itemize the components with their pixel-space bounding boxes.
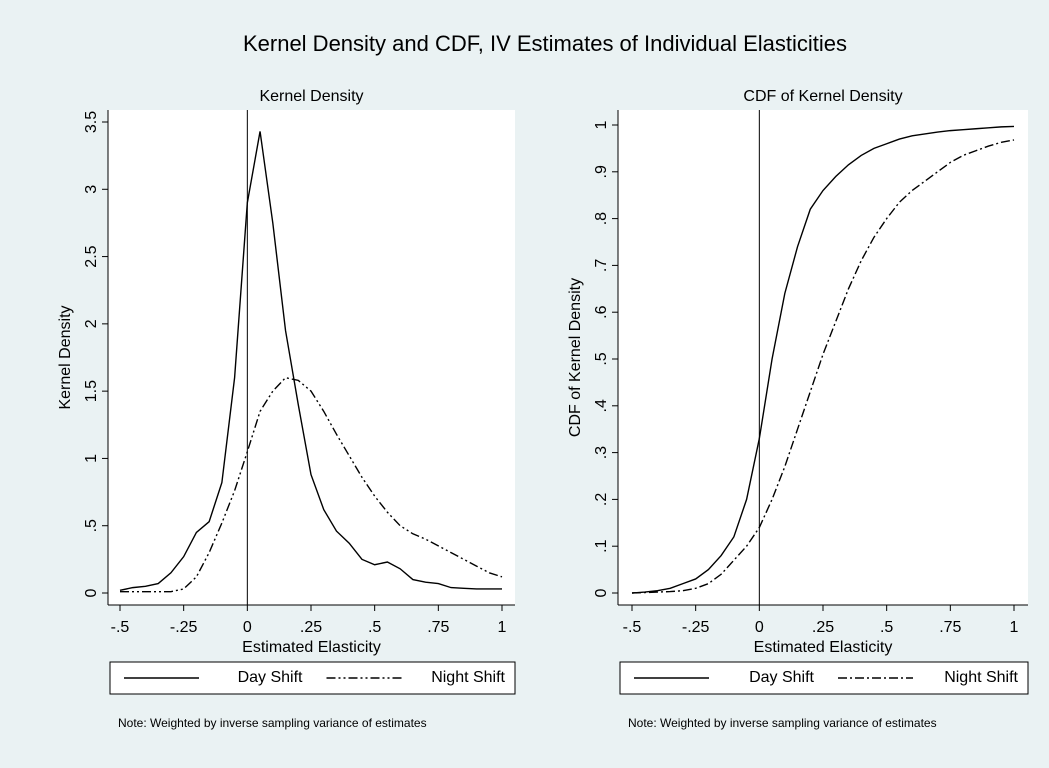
y-tick-label: 2 xyxy=(83,319,100,328)
series-line xyxy=(120,376,503,593)
main-title: Kernel Density and CDF, IV Estimates of … xyxy=(243,31,847,56)
x-tick-label: .25 xyxy=(812,619,834,636)
note: Note: Weighted by inverse sampling varia… xyxy=(628,716,937,730)
y-tick-label: .5 xyxy=(83,519,100,532)
y-tick-label: 3 xyxy=(83,185,100,194)
x-tick-label: 1 xyxy=(498,619,507,636)
panel-title: CDF of Kernel Density xyxy=(743,88,902,105)
y-tick-label: 1 xyxy=(593,120,610,129)
y-tick-label: 1 xyxy=(83,454,100,463)
note: Note: Weighted by inverse sampling varia… xyxy=(118,716,427,730)
plot-area xyxy=(108,110,515,605)
legend-label: Night Shift xyxy=(431,669,505,686)
x-tick-label: .5 xyxy=(368,619,381,636)
x-tick-label: -.25 xyxy=(682,619,710,636)
y-tick-label: 1.5 xyxy=(83,380,100,402)
y-axis-title: CDF of Kernel Density xyxy=(567,278,584,437)
y-tick-label: .8 xyxy=(593,212,610,225)
y-tick-label: 3.5 xyxy=(83,111,100,133)
x-tick-label: -.25 xyxy=(170,619,198,636)
series-line xyxy=(631,125,1015,594)
y-tick-label: 0 xyxy=(83,588,100,597)
y-tick-label: .4 xyxy=(593,399,610,412)
x-tick-label: 0 xyxy=(755,619,764,636)
x-tick-label: .75 xyxy=(939,619,961,636)
legend-label: Day Shift xyxy=(238,669,303,686)
x-tick-label: .5 xyxy=(880,619,893,636)
y-tick-label: .9 xyxy=(593,165,610,178)
series-line xyxy=(119,131,502,591)
legend-label: Night Shift xyxy=(944,669,1018,686)
y-tick-label: 0 xyxy=(593,588,610,597)
x-tick-label: 1 xyxy=(1010,619,1019,636)
panel-title: Kernel Density xyxy=(259,88,363,105)
x-axis-title: Estimated Elasticity xyxy=(754,639,893,656)
y-tick-label: 2.5 xyxy=(83,245,100,267)
y-tick-label: .7 xyxy=(593,259,610,272)
y-tick-label: .6 xyxy=(593,305,610,318)
legend-label: Day Shift xyxy=(749,669,814,686)
y-tick-label: .5 xyxy=(593,352,610,365)
x-tick-label: .25 xyxy=(300,619,322,636)
x-tick-label: -.5 xyxy=(623,619,642,636)
x-tick-label: 0 xyxy=(243,619,252,636)
plot-area xyxy=(618,110,1028,605)
x-tick-label: .75 xyxy=(427,619,449,636)
y-tick-label: .3 xyxy=(593,446,610,459)
y-tick-label: .2 xyxy=(593,493,610,506)
series-line xyxy=(631,139,1015,594)
x-axis-title: Estimated Elasticity xyxy=(242,639,381,656)
y-axis-title: Kernel Density xyxy=(57,305,74,409)
y-tick-label: .1 xyxy=(593,539,610,552)
x-tick-label: -.5 xyxy=(111,619,130,636)
